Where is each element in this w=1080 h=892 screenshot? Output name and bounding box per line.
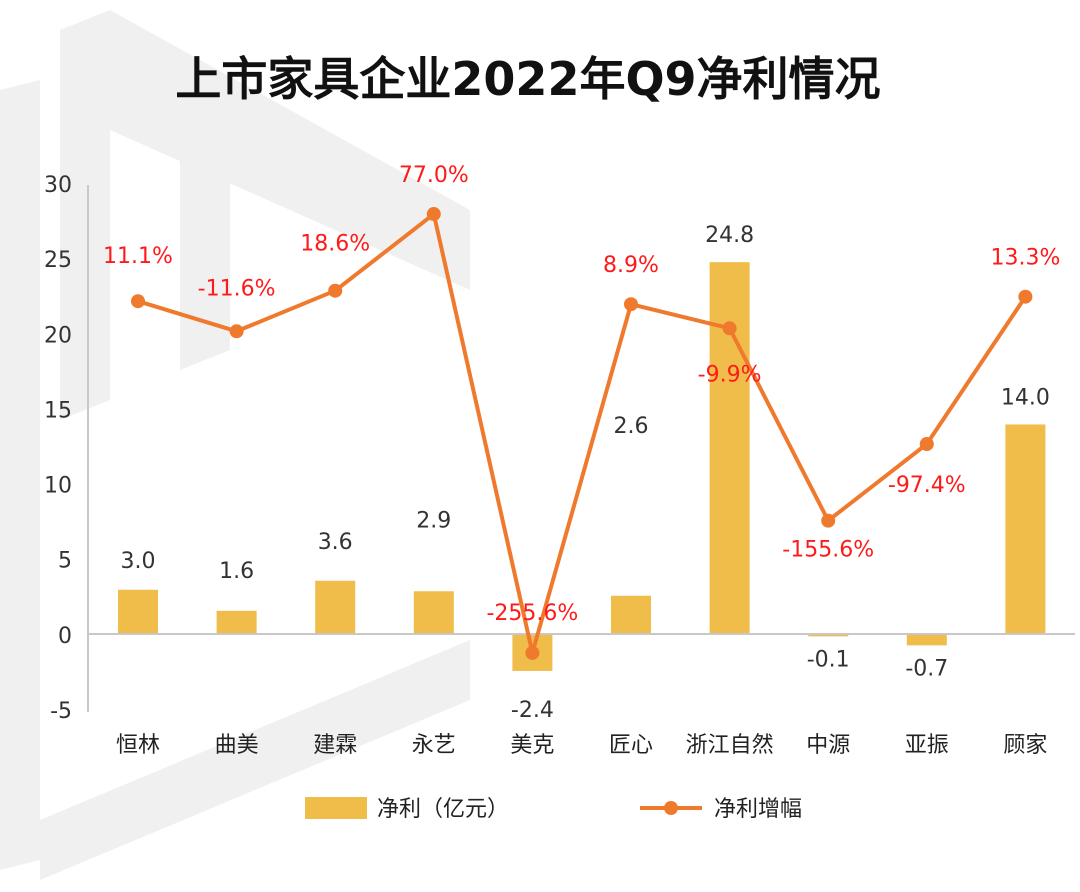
legend-line-marker bbox=[664, 801, 678, 815]
growth-point bbox=[229, 324, 244, 339]
bar-value-label: 2.6 bbox=[614, 414, 649, 439]
category-label: 中源 bbox=[806, 733, 850, 758]
category-label: 浙江自然 bbox=[686, 733, 774, 758]
category-label: 匠心 bbox=[609, 733, 653, 758]
legend-line-label: 净利增幅 bbox=[714, 797, 802, 822]
category-label: 美克 bbox=[510, 733, 554, 758]
growth-value-label: -9.9% bbox=[698, 362, 762, 387]
category-label: 永艺 bbox=[412, 733, 456, 758]
growth-value-label: -255.6% bbox=[486, 601, 578, 626]
category-label: 曲美 bbox=[215, 733, 259, 758]
growth-point bbox=[919, 436, 934, 451]
line-profit-growth bbox=[131, 207, 1033, 660]
bar bbox=[1005, 424, 1046, 635]
bar bbox=[315, 580, 356, 635]
watermark-logo bbox=[0, 10, 470, 880]
growth-point bbox=[821, 513, 836, 528]
growth-value-label: -155.6% bbox=[782, 538, 874, 563]
legend-bar-label: 净利（亿元） bbox=[377, 797, 509, 822]
y-tick-label: -5 bbox=[50, 699, 72, 724]
growth-point bbox=[426, 207, 441, 222]
y-tick-label: 25 bbox=[44, 248, 72, 273]
growth-point bbox=[722, 321, 737, 336]
legend-bar-swatch bbox=[305, 797, 367, 819]
bar bbox=[709, 262, 750, 635]
bar-value-label: 1.6 bbox=[219, 559, 254, 584]
bars-net-profit bbox=[118, 262, 1046, 671]
growth-value-label: 8.9% bbox=[603, 253, 659, 278]
growth-value-label: -11.6% bbox=[198, 276, 276, 301]
bar bbox=[413, 591, 454, 635]
bar-value-label: 14.0 bbox=[1001, 385, 1050, 410]
category-label: 恒林 bbox=[116, 733, 160, 758]
y-tick-label: 30 bbox=[44, 173, 72, 198]
bar bbox=[611, 595, 651, 635]
bar-value-labels: 3.0 1.6 3.6 2.9 -2.4 2.6 24.8 -0.1 -0.7 14.0 bbox=[121, 223, 1050, 723]
growth-point bbox=[624, 297, 638, 312]
bar bbox=[808, 634, 849, 637]
growth-value-label: -97.4% bbox=[888, 473, 966, 498]
bar-value-label: 24.8 bbox=[705, 223, 754, 248]
y-tick-label: 20 bbox=[44, 323, 72, 348]
category-labels: 恒林 曲美 建霖 永艺 美克 匠心 浙江自然 中源 亚振 顾家 bbox=[116, 733, 1047, 758]
line-value-labels: 11.1% -11.6% 18.6% 77.0% -255.6% 8.9% -9.9% -15… bbox=[103, 163, 1060, 626]
bar-value-label: 2.9 bbox=[416, 508, 451, 533]
bar-value-label: -2.4 bbox=[511, 698, 554, 723]
bar-value-label: -0.1 bbox=[807, 647, 850, 672]
bar bbox=[216, 610, 257, 635]
growth-point bbox=[328, 283, 343, 298]
y-tick-label: 5 bbox=[58, 549, 72, 574]
growth-value-label: 77.0% bbox=[399, 163, 469, 188]
category-label: 建霖 bbox=[313, 733, 357, 758]
y-tick-label: 15 bbox=[44, 398, 72, 423]
bar bbox=[906, 634, 947, 646]
bar bbox=[118, 589, 158, 635]
bar-value-label: 3.0 bbox=[121, 549, 156, 574]
growth-point bbox=[525, 645, 540, 660]
growth-line bbox=[137, 212, 1028, 655]
bar-value-label: 3.6 bbox=[318, 530, 353, 555]
growth-value-label: 18.6% bbox=[300, 232, 370, 257]
chart-title: 上市家具企业2022年Q9净利情况 bbox=[175, 52, 880, 106]
growth-value-label: 11.1% bbox=[103, 244, 173, 269]
bar-value-label: -0.7 bbox=[905, 656, 948, 681]
growth-point bbox=[1018, 289, 1033, 304]
growth-value-label: 13.3% bbox=[990, 246, 1060, 271]
growth-point bbox=[131, 294, 145, 309]
y-tick-label: 0 bbox=[58, 624, 72, 649]
category-label: 顾家 bbox=[1003, 733, 1047, 758]
y-tick-labels: -5 0 5 10 15 20 25 30 bbox=[44, 173, 72, 724]
legend: 净利（亿元） 净利增幅 bbox=[305, 797, 802, 822]
category-label: 亚振 bbox=[905, 733, 949, 758]
y-tick-label: 10 bbox=[44, 474, 72, 499]
